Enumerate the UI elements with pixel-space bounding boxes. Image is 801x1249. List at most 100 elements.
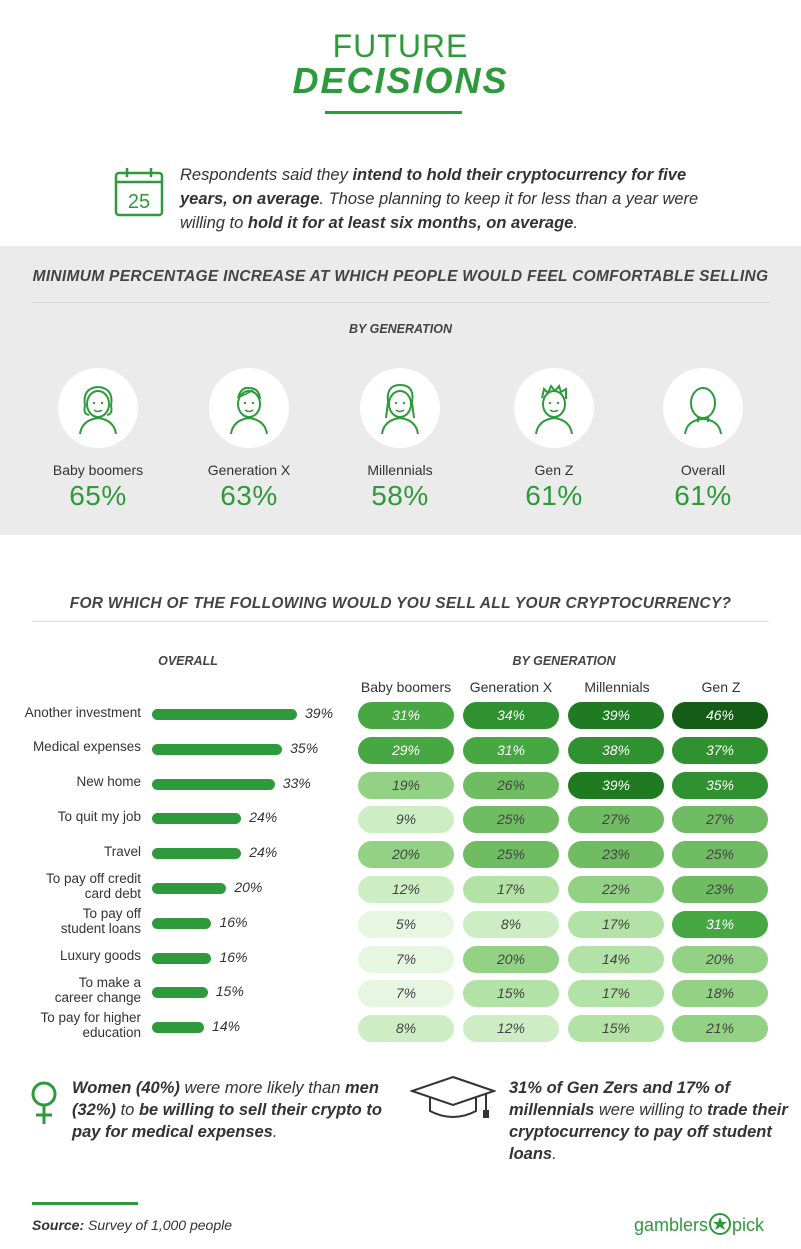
heatmap-cell: 20%: [463, 945, 559, 973]
note-right-part: trade their cryptocurrency to pay off st…: [509, 1101, 788, 1163]
overall-bar: [152, 848, 242, 860]
col-header-boomers: Baby boomers: [360, 679, 452, 695]
row-label: To pay off student loans: [60, 905, 141, 936]
source-note: Source: Survey of 1,000 people: [32, 1217, 233, 1233]
generation-stat: Overall 61%: [638, 368, 768, 512]
heatmap-cell: 18%: [672, 980, 768, 1008]
generation-stat: Millennials 58%: [335, 368, 465, 512]
note-genz: 31% of Gen Zers and 17% of millennials w…: [509, 1077, 789, 1165]
heatmap-cell: 23%: [672, 876, 768, 903]
generation-label: Millennials: [367, 462, 433, 478]
note-right-part: 31% of Gen Zers and 17% of millennials: [509, 1079, 730, 1119]
heatmap-cell: 25%: [463, 841, 559, 869]
note-right-part: .: [552, 1145, 557, 1163]
heatmap-cell: 7%: [358, 980, 454, 1008]
overall-bar: [152, 987, 208, 999]
note-left-part: Women (40%): [72, 1079, 180, 1097]
row-label: To quit my job: [57, 808, 141, 824]
row-label: To pay for higher education: [40, 1010, 141, 1041]
generation-label: Generation X: [207, 462, 291, 478]
note-women: Women (40%) were more likely than men (3…: [72, 1077, 392, 1143]
heatmap-cell: 23%: [568, 841, 664, 869]
heatmap-cell: 14%: [568, 945, 664, 973]
note-left-part: be willing to sell their crypto to pay f…: [72, 1101, 382, 1141]
generation-value: 65%: [69, 480, 127, 511]
generation-label: Baby boomers: [52, 462, 144, 478]
overall-bar: [152, 1022, 205, 1034]
overall-bar-label: 24%: [249, 809, 278, 826]
heatmap-cell: 46%: [672, 702, 768, 729]
heatmap-cell: 21%: [672, 1015, 768, 1043]
section1-divider: [32, 302, 769, 303]
graduation-cap-icon: [410, 1075, 496, 1118]
overall-bar: [152, 813, 242, 825]
page-title-line2: DECISIONS: [292, 60, 509, 101]
heatmap-cell: 12%: [463, 1015, 559, 1043]
millennial-avatar-icon: [360, 368, 440, 448]
intro-text-part: Respondents said they: [180, 166, 353, 184]
heatmap-cell: 20%: [358, 841, 454, 869]
overall-bar-label: 39%: [305, 705, 334, 721]
heatmap-cell: 31%: [672, 910, 768, 938]
note-left-part: were more likely than: [179, 1079, 345, 1097]
heatmap-cell: 17%: [463, 876, 559, 903]
heatmap-cell: 39%: [568, 702, 664, 729]
overall-bar-label: 33%: [282, 774, 311, 791]
heatmap-cell: 25%: [463, 806, 559, 834]
overall-bar-label: 16%: [219, 948, 248, 965]
overall-bar-label: 14%: [212, 1018, 241, 1035]
calendar-number: 25: [128, 191, 150, 213]
intro-text-part: .: [573, 214, 578, 232]
row-label: Medical expenses: [32, 739, 141, 755]
generation-stat: Gen Z 61%: [489, 368, 619, 512]
heatmap-cell: 34%: [463, 702, 559, 729]
heatmap-cell: 8%: [463, 910, 559, 938]
intro-text-part: . Those planning to keep it for less tha…: [180, 190, 699, 232]
row-label: Luxury goods: [59, 948, 141, 964]
section1-subtitle: BY GENERATION: [348, 322, 453, 336]
overall-bar-label: 35%: [290, 739, 319, 756]
bygen-header: BY GENERATION: [512, 654, 616, 668]
heatmap-cell: 20%: [672, 945, 768, 973]
heatmap-cell: 15%: [463, 980, 559, 1008]
row-label: Another investment: [24, 704, 141, 720]
generation-label: Gen Z: [534, 462, 574, 478]
row-label: Travel: [103, 843, 141, 859]
heatmap-cell: 5%: [358, 910, 454, 938]
heatmap-cell: 29%: [358, 736, 454, 764]
svg-text:pick: pick: [732, 1215, 765, 1235]
row-label: To pay off credit card debt: [45, 871, 141, 901]
title-divider: [325, 111, 462, 114]
heatmap-cell: 31%: [463, 736, 559, 764]
overall-bar: [152, 883, 227, 894]
overall-bar: [152, 709, 297, 720]
boomer-avatar-icon: [58, 368, 138, 448]
generation-value: 58%: [371, 480, 429, 511]
star-icon: [709, 1213, 731, 1235]
heatmap-cell: 27%: [672, 806, 768, 834]
note-left-part: men (32%): [72, 1079, 379, 1119]
page-title-line1: FUTURE: [332, 28, 469, 64]
generation-value: 61%: [525, 480, 583, 511]
overall-bar-label: 15%: [215, 983, 244, 1000]
generation-value: 63%: [220, 480, 278, 511]
heatmap-cell: 15%: [568, 1015, 664, 1043]
svg-text:gamblers: gamblers: [634, 1215, 708, 1235]
section2-title: FOR WHICH OF THE FOLLOWING WOULD YOU SEL…: [69, 595, 732, 612]
note-left-part: to: [116, 1101, 139, 1119]
generation-label: Overall: [680, 462, 726, 478]
overall-bar-label: 24%: [249, 844, 278, 861]
genx-avatar-icon: [209, 368, 289, 448]
col-header-millennials: Millennials: [584, 679, 650, 695]
heatmap-cell: 27%: [568, 806, 664, 834]
heatmap-cell: 31%: [358, 702, 454, 729]
generation-stat: Baby boomers 65%: [33, 368, 163, 512]
generation-stat: Generation X 63%: [184, 368, 314, 512]
overall-bar-label: 16%: [219, 913, 248, 930]
col-header-genz: Gen Z: [701, 679, 741, 695]
overall-bar: [152, 917, 212, 929]
heatmap-cell: 26%: [463, 771, 559, 799]
overall-header: OVERALL: [158, 654, 218, 668]
heatmap-cell: 19%: [358, 771, 454, 799]
intro-text-part: intend to hold their cryptocurrency for …: [180, 166, 687, 208]
